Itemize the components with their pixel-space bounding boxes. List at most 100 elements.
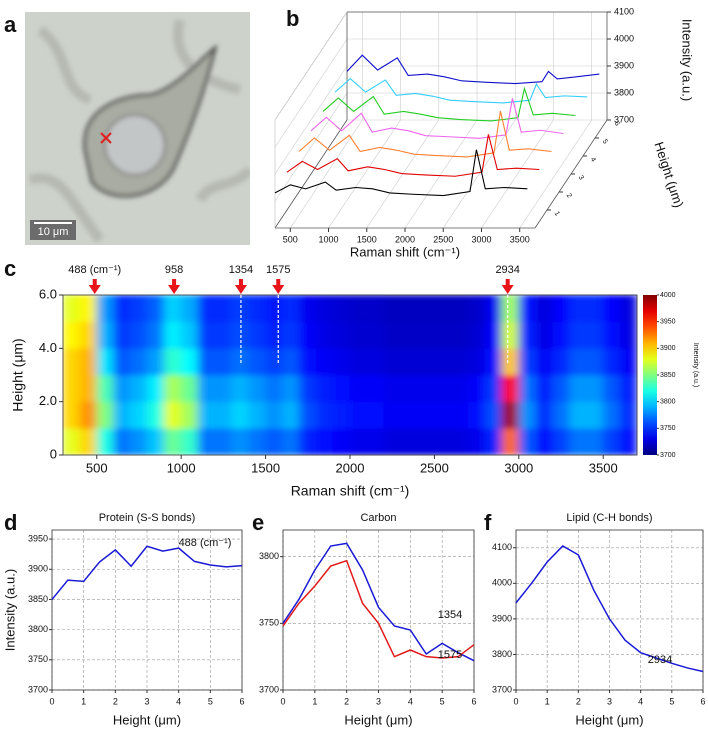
annotation-label: 2934 (495, 264, 519, 276)
heatmap-cell (501, 401, 520, 429)
heatmap-cell (484, 428, 503, 456)
heatmap-cell (434, 348, 452, 376)
spectrum-line (274, 149, 528, 197)
heatmap-cell (349, 401, 368, 429)
colorbar-tick-label: 3800 (660, 399, 676, 406)
heatmap-cell (214, 348, 233, 376)
grid-line (290, 119, 363, 229)
heatmap-cell (602, 348, 621, 376)
heatmap-cell (569, 348, 587, 376)
colorbar-tick-label: 3950 (660, 319, 676, 326)
x-tick-label: 1500 (251, 460, 280, 475)
heatmap-cell (282, 428, 300, 456)
heatmap-cell (315, 321, 334, 349)
heatmap-cell (450, 374, 469, 402)
x-tick-label: 3 (607, 696, 612, 706)
heatmap-cell (383, 374, 401, 402)
heatmap-cell (467, 294, 486, 322)
heatmap-cell (366, 374, 385, 402)
heatmap-cell (315, 348, 334, 376)
chart-title: Carbon (360, 512, 396, 524)
z-tick-label: 3800 (614, 87, 634, 97)
heatmap-cell (282, 321, 300, 349)
x-tick-label: 1000 (167, 460, 196, 475)
annotation-label: 1354 (229, 264, 253, 276)
heatmap-cell (400, 294, 418, 322)
y-tick-label: 3750 (28, 654, 48, 664)
plot-frame (51, 529, 243, 691)
heatmap-cell (147, 428, 165, 456)
heatmap-cell (163, 401, 182, 429)
x-tick-label: 3500 (589, 460, 618, 475)
grid-line (481, 119, 554, 229)
h-tick-label: 5 (601, 138, 609, 145)
x-tick-label: 500 (86, 460, 108, 475)
heatmap-cell (450, 401, 469, 429)
heatmap-cell (265, 348, 283, 376)
heatmap-cell (62, 428, 81, 456)
heatmap-cell (586, 294, 604, 322)
heatmap-cell (535, 401, 553, 429)
annotation-arrow (272, 279, 285, 294)
heatmap-cell (197, 401, 216, 429)
heatmap-cell (332, 374, 351, 402)
heatmap-cell (248, 348, 266, 376)
chart-title: Protein (S-S bonds) (99, 512, 196, 524)
heatmap-cell (197, 428, 216, 456)
heatmap-cell (400, 348, 418, 376)
colorbar-tick-label: 3850 (660, 372, 676, 379)
heatmap-cell (113, 321, 131, 349)
heatmap-cell (417, 294, 435, 322)
heatmap-cell (231, 401, 250, 429)
heatmap-cell (180, 294, 199, 322)
heatmap-cell (265, 294, 283, 322)
heatmap-cell (518, 321, 537, 349)
heatmap-cell (62, 321, 81, 349)
colorbar-tick-label: 3750 (660, 425, 676, 432)
heatmap-cell (518, 374, 537, 402)
heatmap-cell (619, 321, 638, 349)
colorbar-tick-label: 4000 (660, 292, 676, 299)
x-tick-label: 1 (545, 696, 550, 706)
heatmap-cell (552, 294, 570, 322)
x-tick-label: 4 (638, 696, 643, 706)
y-tick-label: 3800 (492, 649, 512, 659)
x-tick-label: 6 (700, 696, 705, 706)
axis-line (274, 11, 348, 121)
heatmap-cell (299, 401, 317, 429)
heatmap-cell (569, 321, 587, 349)
heatmap-cell (400, 401, 418, 429)
heatmap-cell (180, 374, 199, 402)
annotation-label: 958 (165, 264, 183, 276)
heatmap-cell (434, 321, 452, 349)
heatmap-cell (332, 321, 351, 349)
heatmap-cell (231, 348, 250, 376)
heatmap-cell (586, 321, 604, 349)
x-tick-label: 2 (576, 696, 581, 706)
heatmap-cell (535, 294, 553, 322)
heatmap-cell (214, 321, 233, 349)
heatmap-cell (147, 294, 165, 322)
x-tick-label: 2500 (433, 234, 453, 244)
heatmap-cell (484, 294, 503, 322)
x-tick-label: 6 (239, 696, 244, 706)
heatmap-cell (619, 294, 638, 322)
heatmap-cell (197, 348, 216, 376)
heatmap-cell (434, 374, 452, 402)
grid-line (274, 38, 348, 148)
x-tick-label: 1 (312, 696, 317, 706)
y-tick-label: 3800 (28, 624, 48, 634)
heatmap-cell (248, 374, 266, 402)
heatmap-cell (602, 374, 621, 402)
spectrum-line (286, 134, 540, 177)
heatmap-cell (282, 294, 300, 322)
heatmap-cell (147, 374, 165, 402)
heatmap-cell (434, 428, 452, 456)
heatmap-cell (619, 348, 638, 376)
panel-label: d (4, 510, 17, 535)
heatmap-cell (417, 401, 435, 429)
z-tick-label: 4000 (614, 33, 634, 43)
heatmap-cell (214, 428, 233, 456)
annotation-label: 488 (cm⁻¹) (68, 264, 121, 276)
heatmap-cell (180, 428, 199, 456)
